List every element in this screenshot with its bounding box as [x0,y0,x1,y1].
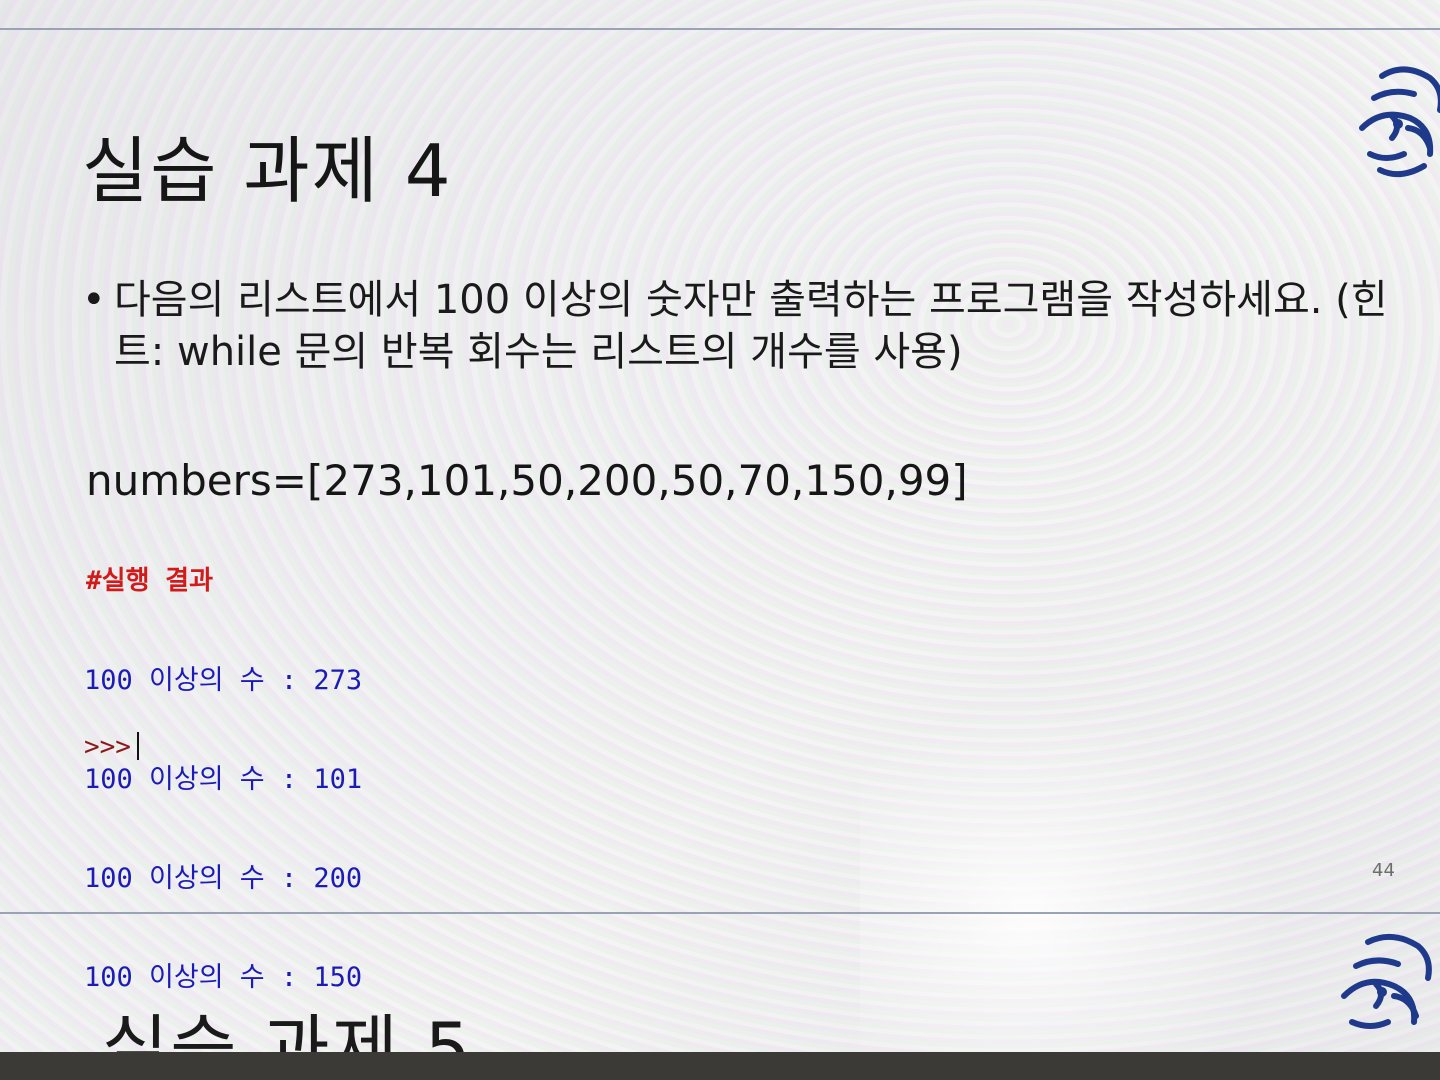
output-line: 100 이상의 수 : 101 [84,764,363,795]
shell-output: 100 이상의 수 : 273 100 이상의 수 : 101 100 이상의 … [84,598,362,1060]
instruction-bullet: • 다음의 리스트에서 100 이상의 숫자만 출력하는 프로그램을 작성하세요… [82,274,1402,378]
result-label: #실행 결과 [86,566,213,596]
slide-top-rule [0,28,1440,30]
output-line: 100 이상의 수 : 150 [84,962,363,993]
output-line: 100 이상의 수 : 273 [84,665,363,696]
page-number: 44 [1372,860,1395,881]
numbers-list-code: numbers=[273,101,50,200,50,70,150,99] [86,456,968,505]
slide-separator-rule [0,912,1440,914]
screen-bezel [0,1052,1440,1080]
lion-emblem-icon [1352,58,1440,192]
lion-emblem-icon [1336,926,1440,1050]
output-line: 100 이상의 수 : 200 [84,863,363,894]
text-cursor [136,732,139,760]
instruction-text: 다음의 리스트에서 100 이상의 숫자만 출력하는 프로그램을 작성하세요. … [114,277,1388,375]
screen-glare [860,700,1280,1060]
slide-title: 실습 과제 4 [82,129,453,213]
prompt-symbol: >>> [84,732,131,762]
bullet-marker: • [82,277,106,323]
shell-prompt: >>> [84,732,139,762]
